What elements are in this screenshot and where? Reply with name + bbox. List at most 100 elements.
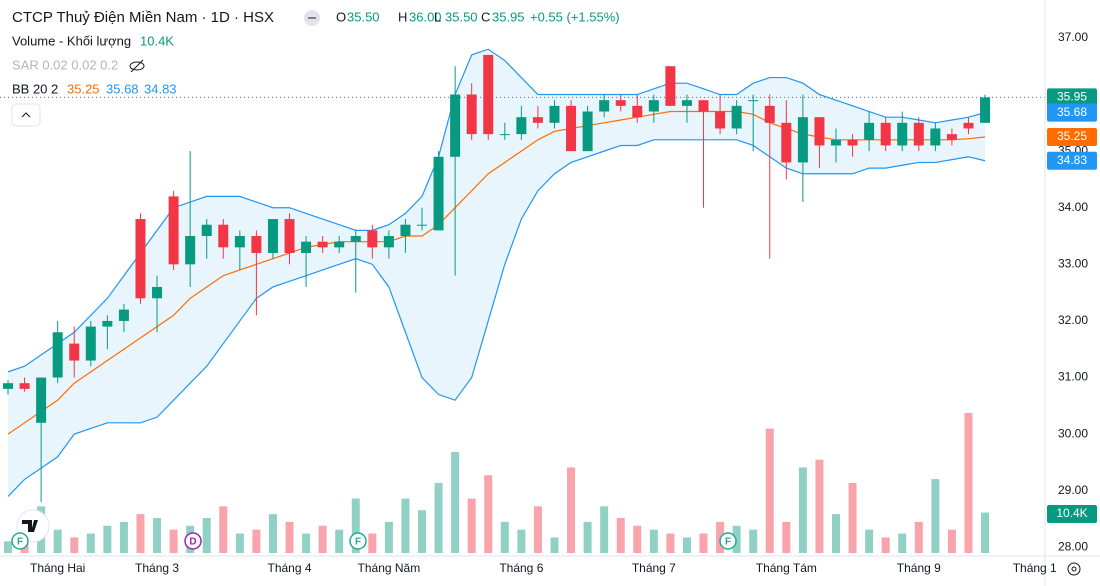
- x-tick-label: Tháng 9: [897, 561, 941, 575]
- y-tick-label: 33.00: [1058, 257, 1088, 271]
- volume-bar: [898, 533, 907, 553]
- volume-bar: [947, 529, 956, 553]
- candle-body: [748, 100, 759, 102]
- volume-bar: [964, 413, 973, 553]
- candle-body: [980, 97, 991, 123]
- ohlc-value: 35.95: [492, 9, 525, 24]
- volume-bar: [302, 533, 311, 553]
- candle-body: [267, 219, 278, 254]
- volume-bar: [749, 529, 758, 553]
- bb-fill: [8, 49, 986, 497]
- settings-icon[interactable]: [1067, 562, 1081, 576]
- volume-bar: [368, 533, 377, 553]
- ohlc-value: 36.00: [409, 9, 442, 24]
- price-change: +0.55 (+1.55%): [530, 9, 620, 24]
- volume-bar: [798, 467, 807, 553]
- volume-bar: [583, 521, 592, 553]
- candle-body: [400, 224, 411, 237]
- candle-body: [483, 54, 494, 135]
- volume-bar: [832, 514, 840, 553]
- candle-body: [135, 219, 146, 299]
- ohlc-key: H: [398, 9, 407, 24]
- volume-bar: [401, 498, 410, 553]
- x-tick-label: Tháng Năm: [358, 561, 421, 575]
- hide-icon[interactable]: [129, 59, 145, 73]
- candle-body: [599, 100, 610, 112]
- candle-body: [367, 230, 378, 248]
- volume-bar: [600, 506, 609, 553]
- candle-body: [930, 128, 941, 146]
- volume-bar: [567, 467, 576, 553]
- candle-body: [201, 224, 212, 237]
- candle-body: [168, 196, 179, 265]
- candle-body: [19, 383, 30, 389]
- chart-title: CTCP Thuỷ Điện Miền Nam · 1D · HSX: [12, 9, 274, 26]
- volume-bar: [136, 514, 145, 553]
- candle-body: [913, 122, 924, 146]
- volume-bar: [550, 537, 559, 553]
- event-marker: [11, 532, 29, 550]
- volume-bar: [649, 529, 658, 553]
- volume-name: Volume - Khối lượng: [12, 33, 131, 48]
- x-tick-label: Tháng Tám: [756, 561, 817, 575]
- volume-bar: [699, 533, 708, 553]
- candle-body: [417, 224, 427, 226]
- candle-body: [251, 236, 262, 254]
- volume-bar: [268, 514, 277, 553]
- candle-body: [814, 117, 825, 146]
- volume-bar: [517, 529, 526, 553]
- y-tick-label: 32.00: [1058, 313, 1088, 327]
- candle-body: [69, 343, 80, 361]
- collapse-legend-button[interactable]: [11, 103, 41, 127]
- candle-body: [963, 122, 974, 129]
- candle-body: [946, 134, 957, 140]
- candle-body: [301, 241, 312, 254]
- last-price-tag-bg: [1047, 88, 1097, 107]
- volume-bar: [881, 537, 890, 553]
- candle-body: [433, 156, 444, 231]
- candle-body: [499, 134, 510, 136]
- candle-body: [897, 122, 908, 146]
- volume-bar: [86, 533, 95, 553]
- volume-bar: [815, 459, 824, 553]
- candle-body: [632, 105, 643, 118]
- x-tick-label: Tháng 4: [267, 561, 311, 575]
- ohlc-key: O: [336, 9, 346, 24]
- candle-body: [102, 320, 113, 327]
- volume-bar: [732, 525, 741, 553]
- volume-bar: [633, 525, 642, 553]
- y-tick-label: 29.00: [1058, 483, 1088, 497]
- volume-bar: [335, 529, 344, 553]
- y-tick-label: 30.00: [1058, 426, 1088, 440]
- candle-body: [797, 117, 808, 163]
- last-price-tag: 35.95: [1057, 90, 1087, 104]
- ohlc-key: L: [434, 9, 441, 24]
- candle-body: [350, 236, 361, 242]
- plot-area: [0, 48, 1045, 553]
- candle-body: [715, 111, 726, 129]
- volume-bar: [252, 529, 261, 553]
- candle-body: [549, 105, 560, 123]
- volume-bar: [53, 529, 62, 553]
- volume-tag-bg: [1047, 505, 1097, 523]
- candle-body: [317, 241, 328, 248]
- candle-body: [383, 236, 394, 248]
- candle-body: [118, 309, 129, 321]
- candle-body: [764, 105, 775, 123]
- chevron-icon: [21, 112, 31, 118]
- sar-name: SAR 0.02 0.02 0.2: [12, 57, 118, 72]
- bb-middle-tag-bg: [1047, 127, 1097, 146]
- volume-bar: [418, 510, 426, 553]
- candle-body: [648, 100, 659, 112]
- candle-body: [3, 383, 13, 389]
- candle-body: [566, 105, 577, 152]
- candle-body: [665, 66, 676, 106]
- candle-body: [234, 236, 245, 248]
- event-label: F: [355, 537, 361, 548]
- candle-body: [85, 326, 96, 361]
- volume-bar: [169, 529, 178, 553]
- bb-lower-line: [7, 139, 986, 497]
- volume-bar: [616, 518, 625, 553]
- volume-bar: [533, 506, 542, 553]
